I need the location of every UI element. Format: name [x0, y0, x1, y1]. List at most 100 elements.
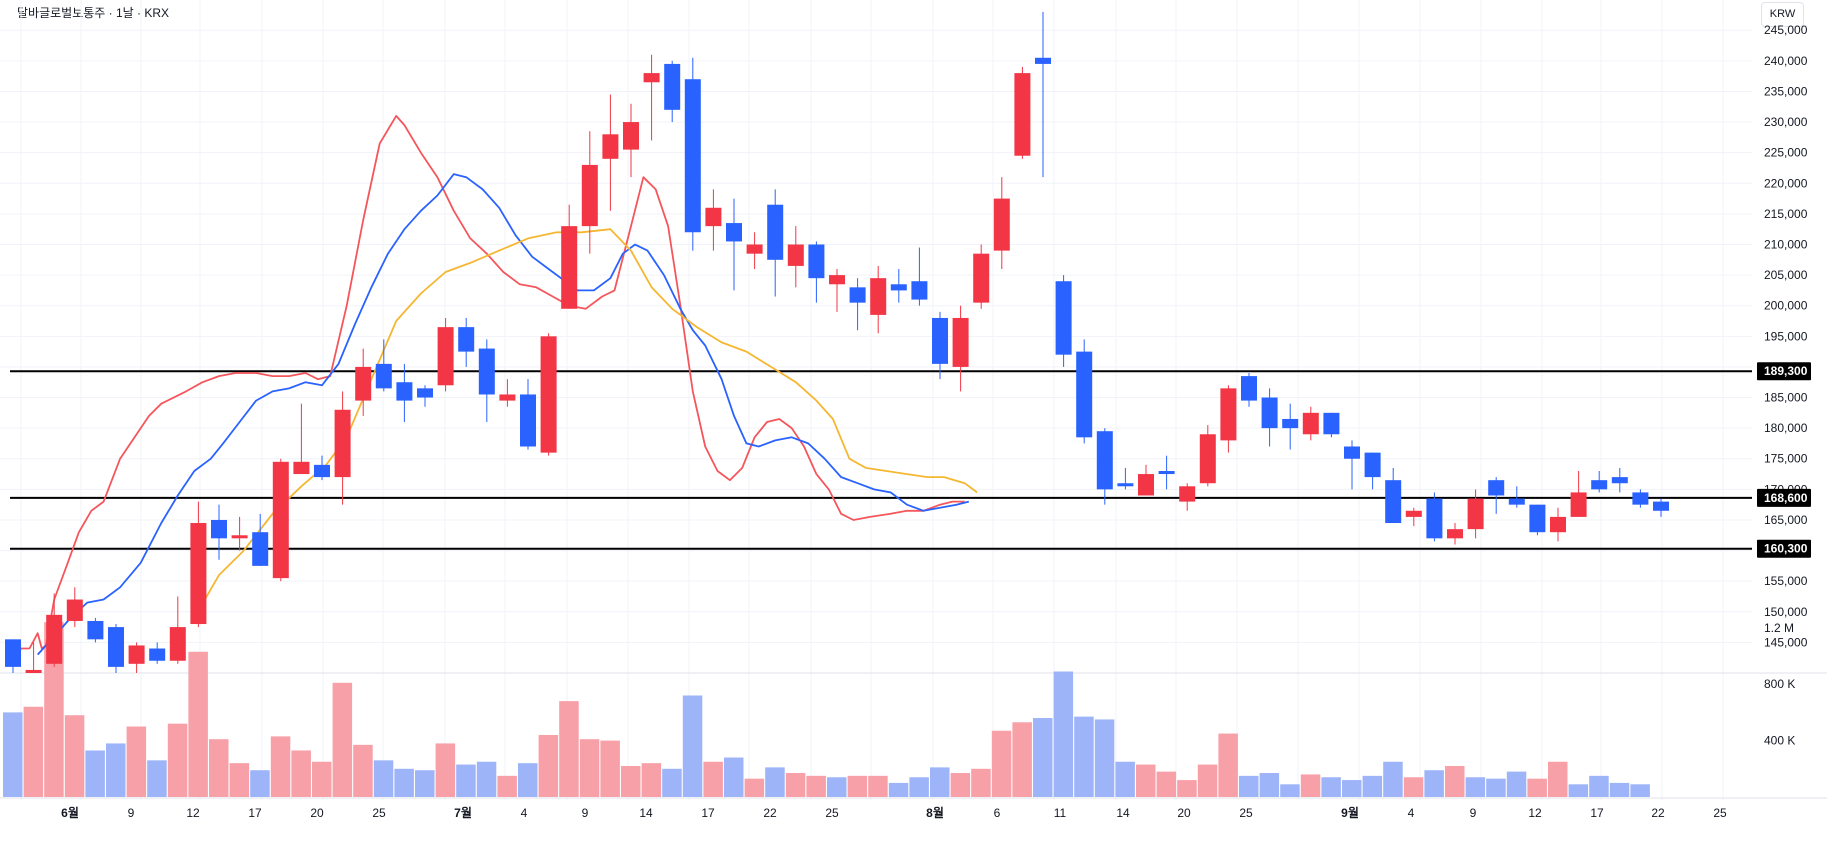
candle-body[interactable] — [375, 363, 392, 389]
candle-body[interactable] — [973, 253, 990, 303]
candle-body[interactable] — [293, 461, 310, 475]
price-axis-label: 205,000 — [1764, 268, 1808, 282]
candle-body[interactable] — [952, 317, 969, 367]
candle-body[interactable] — [46, 614, 63, 664]
candle-body[interactable] — [128, 645, 145, 664]
candle-body[interactable] — [169, 627, 186, 661]
candle-body[interactable] — [746, 244, 763, 254]
candle-body[interactable] — [190, 523, 207, 625]
candle-body[interactable] — [1138, 474, 1154, 496]
candle-body[interactable] — [623, 122, 639, 150]
candle-body[interactable] — [417, 388, 433, 398]
candle-body[interactable] — [1014, 73, 1031, 156]
candle-body[interactable] — [458, 327, 475, 352]
price-axis-label: 210,000 — [1764, 237, 1808, 251]
candle-body[interactable] — [932, 317, 948, 364]
volume-bar — [1445, 765, 1465, 797]
moving-average-line — [37, 173, 970, 656]
volume-bar — [703, 761, 723, 797]
candle-body[interactable] — [1364, 452, 1381, 478]
candle-body[interactable] — [1591, 480, 1608, 490]
candle-body[interactable] — [314, 464, 330, 478]
candle-body[interactable] — [1550, 516, 1566, 533]
candle-body[interactable] — [602, 134, 619, 159]
candle-body[interactable] — [890, 284, 907, 291]
candle-body[interactable] — [396, 382, 413, 401]
candle-body[interactable] — [808, 244, 825, 279]
candle-body[interactable] — [1653, 501, 1669, 511]
candle-body[interactable] — [272, 461, 289, 579]
candle-body[interactable] — [1220, 388, 1237, 441]
candle-body[interactable] — [1344, 446, 1360, 459]
candle-body[interactable] — [252, 532, 269, 566]
candle-body[interactable] — [437, 327, 454, 386]
candle-body[interactable] — [705, 207, 722, 227]
volume-bar — [1012, 722, 1032, 797]
candle-body[interactable] — [355, 366, 372, 401]
candle-body[interactable] — [684, 79, 701, 233]
candle-body[interactable] — [1261, 397, 1278, 429]
volume-bar — [1239, 775, 1259, 797]
candle-body[interactable] — [66, 599, 83, 621]
candle-body[interactable] — [87, 620, 104, 640]
candle-body[interactable] — [1241, 376, 1257, 401]
volume-bar — [23, 706, 44, 797]
candle-body[interactable] — [1632, 492, 1649, 505]
candle-body[interactable] — [1282, 418, 1299, 429]
candle-body[interactable] — [849, 287, 866, 303]
time-axis-label: 17 — [701, 806, 715, 820]
candle-body[interactable] — [1570, 492, 1587, 517]
volume-axis-label: 400 K — [1764, 734, 1795, 748]
currency-button[interactable]: KRW — [1761, 2, 1804, 27]
candle-body[interactable] — [478, 348, 495, 395]
candle-body[interactable] — [829, 275, 845, 285]
candle-body[interactable] — [1117, 483, 1134, 487]
candle-body[interactable] — [1611, 477, 1628, 484]
candle-body[interactable] — [1302, 412, 1319, 435]
candle-body[interactable] — [1508, 498, 1525, 505]
volume-bar — [476, 761, 497, 797]
candle-body[interactable] — [767, 204, 784, 260]
candle-body[interactable] — [520, 394, 536, 447]
candle-body[interactable] — [1405, 510, 1422, 517]
candle-body[interactable] — [1529, 504, 1546, 533]
candle-body[interactable] — [211, 519, 227, 539]
candle-body[interactable] — [334, 409, 351, 478]
candle-body[interactable] — [1076, 351, 1093, 438]
candle-body[interactable] — [643, 73, 660, 83]
candle-body[interactable] — [1426, 498, 1443, 539]
candle-body[interactable] — [499, 394, 516, 401]
candle-body[interactable] — [1467, 498, 1484, 530]
candle-body[interactable] — [1199, 434, 1216, 484]
time-axis-label: 25 — [372, 806, 386, 820]
candle-body[interactable] — [5, 639, 21, 667]
candle-body[interactable] — [993, 198, 1010, 251]
price-label-text: 160,300 — [1764, 542, 1808, 556]
candle-body[interactable] — [787, 244, 804, 266]
candle-body[interactable] — [561, 226, 578, 309]
candle-body[interactable] — [581, 164, 598, 227]
volume-bar — [1259, 773, 1280, 797]
candle-body[interactable] — [1447, 529, 1463, 539]
candle-body[interactable] — [1179, 486, 1196, 502]
candle-body[interactable] — [870, 278, 887, 315]
candle-body[interactable] — [664, 63, 681, 110]
candle-body[interactable] — [1055, 281, 1072, 355]
candle-body[interactable] — [540, 336, 557, 453]
candle-body[interactable] — [1385, 480, 1402, 524]
candle-body[interactable] — [149, 648, 166, 661]
volume-bar — [579, 739, 600, 797]
candle-body[interactable] — [726, 223, 742, 242]
candle-body[interactable] — [231, 535, 248, 539]
candle-body[interactable] — [1158, 470, 1175, 475]
candle-body[interactable] — [25, 669, 42, 673]
candle-body[interactable] — [911, 281, 928, 300]
candle-body[interactable] — [1096, 431, 1113, 490]
candle-body[interactable] — [1323, 412, 1340, 435]
volume-bar — [518, 763, 538, 797]
candle-body[interactable] — [1035, 57, 1051, 64]
volume-bar — [1115, 761, 1135, 797]
candle-body[interactable] — [1488, 480, 1505, 496]
candle-body[interactable] — [108, 627, 124, 667]
